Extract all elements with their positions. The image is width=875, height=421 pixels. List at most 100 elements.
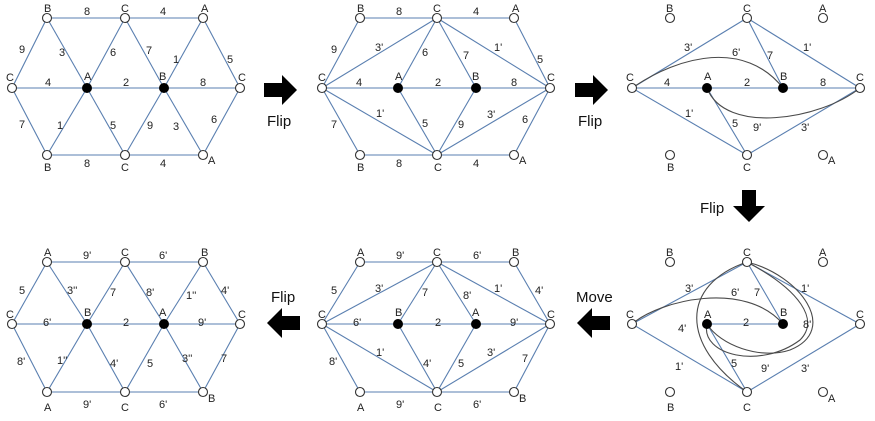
edge-label: 6' — [473, 399, 481, 411]
vertex-label: A — [828, 393, 836, 405]
panel-4-edge-labels: 3' 6' 7 1' 4' 2 8' 1' 5 9' 3' — [675, 283, 811, 375]
panel-1-vertices — [6, 12, 246, 161]
vertex-label: B — [666, 3, 673, 15]
vertex-label: C — [433, 247, 441, 259]
panel-6-vertices — [6, 256, 246, 398]
panel-5-vertices — [316, 256, 556, 398]
left-arrow-icon — [267, 308, 300, 338]
edge-label: 4 — [356, 77, 362, 89]
edge-label: 4' — [678, 323, 686, 335]
edge-label: 1'' — [57, 355, 67, 367]
edge-label: 9 — [458, 119, 464, 131]
edge-label: 5 — [731, 358, 737, 370]
edge-label: 1' — [494, 42, 502, 54]
step-label: Flip — [578, 113, 602, 130]
edge-label: 5 — [110, 120, 116, 132]
edge-label: 4' — [110, 358, 118, 370]
panel-2-edges — [321, 17, 551, 156]
vertex-label: C — [743, 247, 751, 259]
edge-label: 6' — [43, 317, 51, 329]
edge-label: 7 — [522, 353, 528, 365]
edge-label: 1' — [376, 108, 384, 120]
vertex-label: C — [433, 3, 441, 15]
panel-5-edges — [321, 261, 551, 393]
edge-label: 6' — [353, 317, 361, 329]
edge-label: 9' — [396, 399, 404, 411]
edge-label: 8' — [463, 290, 471, 302]
vertex-label: B — [201, 247, 208, 259]
edge-label: 9' — [396, 250, 404, 262]
vertex-label: A — [512, 3, 520, 15]
move-step: Move — [576, 289, 613, 338]
edge-label: 3'' — [182, 353, 192, 365]
panel-3: B C A C A B C B C A 3' 6' 7 1' 4 2 8 1' … — [626, 3, 866, 174]
edge-label: 3' — [375, 283, 383, 295]
edge-label: 9' — [510, 317, 518, 329]
edge-label: 6' — [731, 287, 739, 299]
edge-label: 9' — [83, 399, 91, 411]
edge-label: 7 — [463, 50, 469, 62]
edge-label: 4' — [221, 285, 229, 297]
vertex-label: B — [519, 393, 526, 405]
vertex-label: B — [44, 3, 51, 15]
panel-6-vertex-labels: A C B C B A C A C B — [6, 247, 246, 414]
edge-label: 8 — [84, 6, 90, 18]
edge-label: 9 — [19, 44, 25, 56]
flip-step-2: Flip — [575, 75, 608, 130]
panel-2-vertices — [316, 12, 556, 161]
vertex-label: B — [159, 71, 166, 83]
edge-label: 1' — [685, 108, 693, 120]
vertex-label: A — [704, 309, 712, 321]
panel-3-edge-labels: 3' 6' 7 1' 4 2 8 1' 5 9' 3' — [664, 42, 826, 134]
vertex-label: A — [819, 3, 827, 15]
flip-step-1: Flip — [264, 75, 297, 130]
edge-label: 7 — [331, 119, 337, 131]
edge-label: 9' — [761, 363, 769, 375]
edge-label: 1 — [57, 120, 63, 132]
panel-3-edges — [631, 17, 861, 156]
panel-4-edges — [631, 261, 861, 393]
right-arrow-icon — [264, 75, 297, 105]
panel-4-vertices — [626, 256, 866, 398]
edge-label: 7 — [754, 287, 760, 299]
edge-label: 4' — [535, 285, 543, 297]
edge-label: 8 — [820, 77, 826, 89]
panel-5-vertex-labels: A C B C B A C A C B — [318, 247, 555, 414]
edge-label: 5 — [458, 358, 464, 370]
vertex-label: A — [395, 71, 403, 83]
vertex-label: B — [472, 71, 479, 83]
vertex-label: C — [6, 72, 14, 84]
edge-label: 1' — [803, 42, 811, 54]
vertex-label: A — [828, 155, 836, 167]
edge-label: 1'' — [186, 290, 196, 302]
edge-label: 8 — [396, 158, 402, 170]
flip-step-4: Flip — [267, 289, 300, 338]
vertex-label: A — [357, 247, 365, 259]
edge-label: 7 — [422, 287, 428, 299]
vertex-label: A — [519, 155, 527, 167]
edge-label: 3' — [487, 347, 495, 359]
vertex-label: B — [780, 71, 787, 83]
vertex-label: C — [238, 309, 246, 321]
edge-label: 1' — [675, 361, 683, 373]
vertex-label: A — [44, 247, 52, 259]
panel-6-edges — [11, 261, 241, 393]
edge-label: 7 — [19, 119, 25, 131]
edge-label: 9' — [198, 317, 206, 329]
vertex-label: C — [547, 309, 555, 321]
edge-label: 6 — [422, 47, 428, 59]
edge-label: 3' — [487, 109, 495, 121]
edge-label: 5 — [537, 54, 543, 66]
edge-label: 3 — [59, 47, 65, 59]
edge-label: 6' — [473, 250, 481, 262]
edge-label: 6' — [732, 47, 740, 59]
step-label: Flip — [271, 289, 295, 306]
vertex-label: B — [667, 402, 674, 414]
panel-3-vertex-labels: B C A C A B C B C A — [626, 3, 864, 174]
vertex-label: C — [547, 72, 555, 84]
edge-label: 8' — [17, 356, 25, 368]
edge-label: 4 — [45, 77, 51, 89]
vertex-label: C — [856, 309, 864, 321]
edge-label: 9 — [147, 120, 153, 132]
edge-label: 4' — [423, 358, 431, 370]
